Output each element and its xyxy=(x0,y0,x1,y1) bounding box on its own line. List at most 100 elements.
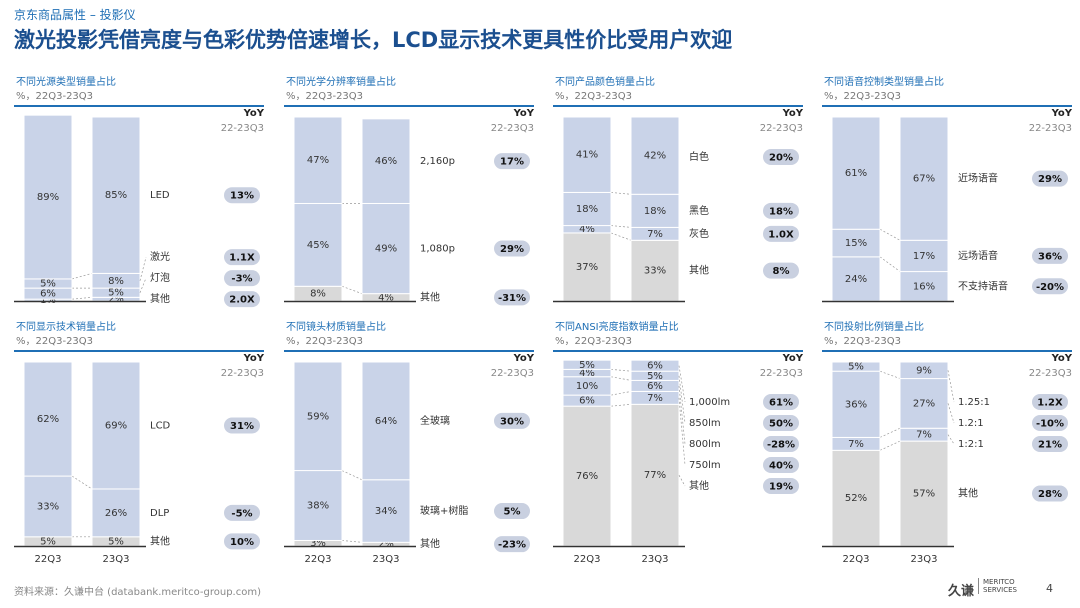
yoy-badge-6-2 xyxy=(763,436,799,452)
bar-value-6-3-1: 5% xyxy=(647,371,663,382)
bar-value-4-2-0: 62% xyxy=(37,414,59,425)
bar-value-2-2-1: 18% xyxy=(644,206,666,217)
logo-line-1: MERITCO xyxy=(983,578,1015,586)
bar-value-4-0-0: 5% xyxy=(40,536,56,547)
yoy-badge-0-3 xyxy=(224,187,260,204)
yoy-value-7-0: 28% xyxy=(1038,489,1062,500)
bar-value-0-2-1: 8% xyxy=(108,276,124,287)
chart-subtitle-5: %，22Q3-23Q3 xyxy=(286,336,364,347)
leader-7-3 xyxy=(947,370,955,403)
yoy-value-0-0: 2.0X xyxy=(229,295,255,306)
yoy-label-6: YoY xyxy=(782,353,803,364)
yoy-badge-5-1 xyxy=(494,503,530,520)
bar-value-7-2-0: 36% xyxy=(845,399,867,410)
chart-subtitle-6: %，22Q3-23Q3 xyxy=(555,336,633,347)
yoy-badge-4-2 xyxy=(224,417,260,434)
page-title: 激光投影凭借亮度与色彩优势倍速增长，LCD显示技术更具性价比受用户欢迎 xyxy=(14,28,733,52)
bar-value-1-2-0: 47% xyxy=(307,155,329,166)
yoy-badge-6-4 xyxy=(763,394,799,410)
x-tick-5-0: 22Q3 xyxy=(305,554,332,565)
legend-label-0-1: 灯泡 xyxy=(150,271,170,284)
chart-title-3: 不同语音控制类型销量占比 xyxy=(824,77,944,88)
yoy-badge-3-2 xyxy=(1032,170,1068,187)
legend-label-3-0: 不支持语音 xyxy=(958,279,1008,292)
yoy-label-4: YoY xyxy=(243,353,264,364)
chart-title-6: 不同ANSI亮度指数销量占比 xyxy=(555,322,679,333)
bar-2-3-1 xyxy=(630,116,680,195)
x-tick-5-1: 23Q3 xyxy=(373,554,400,565)
company-logo: 久谦 xyxy=(948,584,975,599)
leader-0-1 xyxy=(139,278,147,293)
bar-value-2-0-1: 33% xyxy=(644,266,666,277)
yoy-label-3: YoY xyxy=(1051,108,1072,119)
bar-5-2-1 xyxy=(361,361,411,481)
chart-title-4: 不同显示技术销量占比 xyxy=(16,322,116,333)
bar-value-0-1-0: 6% xyxy=(40,289,56,300)
yoy-badge-7-3 xyxy=(1032,394,1068,410)
bar-value-6-3-0: 4% xyxy=(579,368,595,379)
chart-title-1: 不同光学分辨率销量占比 xyxy=(286,77,396,88)
chart-1: 8% 4% 45% 49% 47% 46% 其他 -31% 1,080p 29% 2,160p 17% xyxy=(284,116,530,306)
yoy-badge-2-0 xyxy=(763,262,799,279)
yoy-label-1: YoY xyxy=(513,108,534,119)
bar-value-4-1-0: 33% xyxy=(37,501,59,512)
bar-value-3-0-1: 16% xyxy=(913,281,935,292)
legend-label-0-0: 其他 xyxy=(150,292,170,305)
yoy-label-7: YoY xyxy=(1051,353,1072,364)
legend-label-6-0: 其他 xyxy=(689,479,709,492)
yoy-value-6-2: -28% xyxy=(767,440,795,451)
bar-4-1-0 xyxy=(23,475,73,538)
chart-title-2: 不同产品颜色销量占比 xyxy=(555,77,655,88)
bar-value-4-2-1: 69% xyxy=(105,420,127,431)
connector-4-1 xyxy=(71,475,93,490)
legend-label-1-1: 1,080p xyxy=(420,244,455,255)
yoy-value-7-3: 1.2X xyxy=(1037,398,1063,409)
panel-rule-4 xyxy=(14,350,264,352)
bar-2-2-1 xyxy=(630,193,680,228)
bar-value-6-2-0: 10% xyxy=(576,381,598,392)
yoy-period-6: 22-23Q3 xyxy=(759,368,803,379)
connector-6-1 xyxy=(610,391,632,396)
bar-7-2-0 xyxy=(831,370,881,438)
legend-label-2-2: 黑色 xyxy=(689,204,709,217)
yoy-badge-6-1 xyxy=(763,457,799,473)
chart-title-0: 不同光源类型销量占比 xyxy=(16,77,116,88)
bar-value-0-2-0: 5% xyxy=(40,279,56,290)
legend-label-7-3: 1.25:1 xyxy=(958,397,990,408)
chart-7: 52% 57% 7% 7% 36% 27% 5% 9% 其他 28% 1:2:1 21% 1.2:1 -1… xyxy=(822,361,1068,565)
legend-label-4-2: LCD xyxy=(150,420,171,431)
legend-label-5-2: 全玻璃 xyxy=(420,414,450,427)
yoy-badge-2-3 xyxy=(763,149,799,165)
x-tick-7-1: 23Q3 xyxy=(911,554,938,565)
connector-2-1 xyxy=(610,225,632,228)
bar-value-1-1-1: 49% xyxy=(375,244,397,255)
x-tick-4-1: 23Q3 xyxy=(103,554,130,565)
yoy-value-6-0: 19% xyxy=(769,482,793,493)
bar-value-0-0-1: 2% xyxy=(108,294,124,305)
chart-4: 5% 5% 33% 26% 62% 69% 其他 10% DLP -5% LCD 31% 22Q3 23Q… xyxy=(14,361,260,565)
bar-7-3-0 xyxy=(831,361,881,372)
connector-6-2 xyxy=(610,376,632,381)
connector-3-1 xyxy=(879,228,901,241)
legend-label-1-2: 2,160p xyxy=(420,156,455,167)
bar-3-2-0 xyxy=(831,116,881,230)
bar-value-5-1-1: 34% xyxy=(375,506,397,517)
yoy-badge-2-2 xyxy=(763,202,799,219)
connector-7-0 xyxy=(879,440,901,451)
x-tick-6-1: 23Q3 xyxy=(642,554,669,565)
yoy-label-2: YoY xyxy=(782,108,803,119)
bar-value-6-0-1: 77% xyxy=(644,470,666,481)
bar-value-3-1-0: 15% xyxy=(845,238,867,249)
bar-value-2-0-0: 37% xyxy=(576,262,598,273)
yoy-label-0: YoY xyxy=(243,108,264,119)
yoy-period-0: 22-23Q3 xyxy=(220,123,264,134)
x-tick-6-0: 22Q3 xyxy=(574,554,601,565)
bar-value-6-0-0: 76% xyxy=(576,471,598,482)
connector-0-0 xyxy=(71,296,93,300)
bar-value-0-3-1: 85% xyxy=(105,190,127,201)
yoy-badge-0-2 xyxy=(224,249,260,266)
bar-value-2-3-0: 41% xyxy=(576,150,598,161)
bar-value-3-0-0: 24% xyxy=(845,274,867,285)
yoy-value-0-1: -3% xyxy=(231,274,252,285)
